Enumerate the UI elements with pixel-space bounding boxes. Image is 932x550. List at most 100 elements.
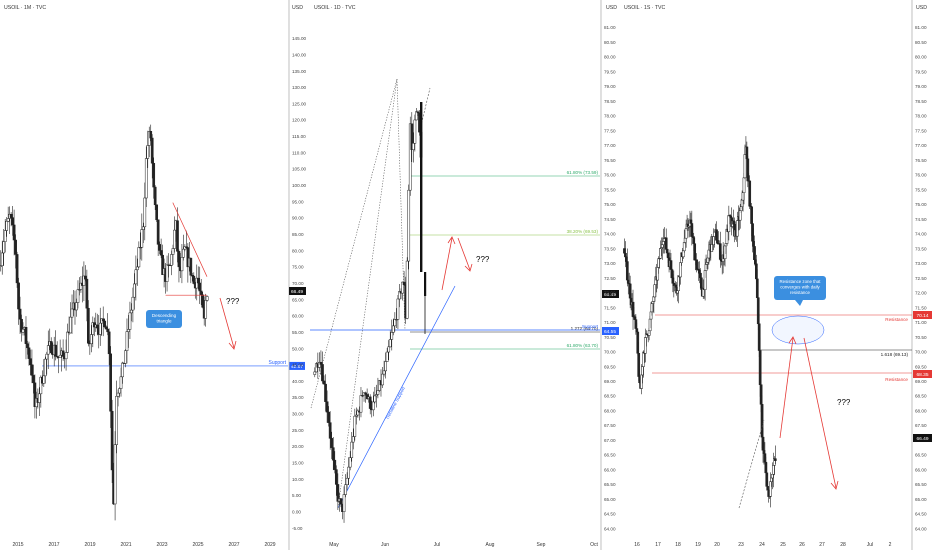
panel-3-y-tick: 79.50 [604,69,616,74]
panel-2-y-tick: 65.00 [292,297,304,302]
panel-2-y-tick: 100.00 [292,183,306,188]
panel-1-candle [58,354,62,358]
panel-3-y-tick-right: 73.00 [915,261,927,266]
panel-2-drop-candle [420,102,423,272]
panel-3-y-tick-right: 80.50 [915,40,927,45]
panel-2-trendline-label: Trendline Support [384,385,406,420]
panel-3-y-tick-right: 64.50 [915,512,927,517]
panel-1-candle [140,229,144,248]
panel-2-support-value: 64.55 [604,329,616,335]
panel-3-y-tick: 65.00 [604,497,616,502]
panel-2-candle [353,415,357,437]
panel-3-y-tick: 68.00 [604,408,616,413]
panel-1-candle [198,282,202,292]
panel-3-y-tick: 72.00 [604,291,616,296]
panel-2-candle [381,373,384,386]
panel-2-candle [324,383,327,402]
panel-2-candle [336,484,340,502]
panel-2-candle [361,395,364,397]
panel-1-candle [180,257,184,272]
panel-1-candle [149,131,153,139]
panel-2-candle [382,370,386,375]
panel-2-arrow-down [457,237,471,271]
panel-3-y-tick: 74.00 [604,232,616,237]
panel-1-candle [89,334,93,344]
panel-3-y-tick: 74.50 [604,217,616,222]
panel-3-y-tick-right: 72.00 [915,291,927,296]
panel-2-candle [331,447,335,461]
panel-2-x-tick: May [329,542,339,548]
panel-3-y-tick-right: 66.50 [915,453,927,458]
panel-1-candle [177,251,181,268]
panel-2-candle [318,361,321,368]
panel-3-y-tick-right: 78.00 [915,114,927,119]
panel-3-y-tick: 80.00 [604,55,616,60]
panel-2-y-tick: 115.00 [292,134,306,139]
panel-3-y-tick: 78.50 [604,99,616,104]
panel-3-y-tick-right: 75.00 [915,202,927,207]
panel-3-y-tick: 76.00 [604,173,616,178]
panel-3-y-tick: 68.50 [604,394,616,399]
panel-2-y-tick: 30.00 [292,412,304,417]
panel-3-x-tick: 17 [655,542,661,548]
panel-2-candle [359,395,363,413]
panel-2-candle [333,459,337,470]
panel-2-question: ??? [476,255,490,264]
panel-2-candle [356,410,360,416]
panel-3-y-tick: 69.00 [604,379,616,384]
panel-3-y-tick-right: 71.00 [915,320,927,325]
panel-3-resistance-upper-value: 70.14 [916,313,928,319]
panel-1-candle [113,444,117,505]
panel-3-y-tick: 77.50 [604,128,616,133]
panel-2-y-tick: 15.00 [292,461,304,466]
panel-2-candle [365,394,369,399]
panel-3-arrow-up [779,337,794,439]
panel-2-y-tick: 20.00 [292,444,304,449]
panel-3-resistance-zone [771,315,825,345]
panel-2-candle [410,123,414,150]
panel-3-y-tick: 80.50 [604,40,616,45]
panel-3-y-tick-right: 71.50 [915,305,927,310]
panel-3-arrow-down [803,337,837,489]
panel-3-x-tick: 19 [695,542,701,548]
panel-1-candle [33,382,37,407]
panel-2-candle [396,298,400,320]
panel-2-y-tick: 145.00 [292,36,306,41]
panel-2-candle [313,371,317,375]
panel-2-candle [408,123,412,191]
panel-3-x-tick: 25 [780,542,786,548]
panel-3-y-tick: 66.50 [604,453,616,458]
panel-3-y-tick: 66.00 [604,467,616,472]
panel-3-callout-tail [795,300,803,306]
panel-1-candle [185,246,188,248]
panel-1-candle [14,239,17,255]
panel-3-y-tick-right: 68.50 [915,394,927,399]
panel-1-candle [106,328,110,333]
panel-1-candle [61,350,65,357]
panel-2-candle [388,339,392,348]
panel-3-candle [755,278,759,298]
panel-1-candle [69,316,72,334]
panel-2-candle [385,351,389,362]
panel-3-y-tick: 73.50 [604,246,616,251]
panel-3-last-badge [913,434,932,442]
panel-2-last-badge [602,290,619,298]
panel-2-candle [355,414,358,417]
panel-2-dotted-2 [337,78,398,509]
panel-1-candle [116,392,120,397]
panel-1-candle [64,352,68,360]
panel-1-candle [183,246,187,250]
panel-1-candle [91,322,95,335]
panel-1-candle [70,308,74,318]
panel-1-candle [173,229,176,249]
panel-2-candle [391,325,395,333]
panel-3-x-tick: 2 [889,542,892,548]
panel-1-candle [6,218,10,222]
panel-3-resistance-lower-badge [913,370,932,378]
panel-1-candle [138,247,142,249]
panel-1-candle [118,388,121,394]
panel-1-candle [49,341,53,354]
panel-1-candle [21,329,25,333]
panel-1-candle [0,265,3,267]
